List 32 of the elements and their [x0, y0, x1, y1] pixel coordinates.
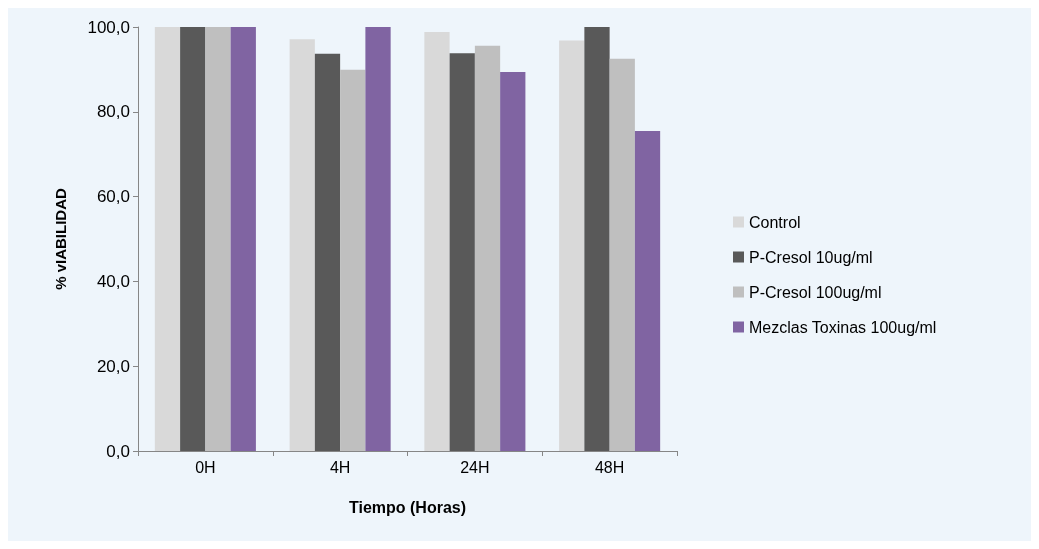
x-tick-label: 0H [195, 458, 216, 476]
y-tick-label: 100,0 [87, 17, 130, 37]
y-tick-label: 20,0 [96, 356, 130, 376]
y-tick-label: 80,0 [96, 102, 130, 122]
y-tick-label: 0,0 [106, 441, 130, 461]
bar [424, 32, 450, 451]
legend-label: Mezclas Toxinas 100ug/ml [749, 318, 937, 336]
bar [154, 27, 181, 451]
legend-label: P-Cresol 10ug/ml [749, 248, 873, 266]
bar [559, 40, 585, 451]
bar [230, 27, 256, 451]
legend-label: P-Cresol 100ug/ml [749, 283, 882, 301]
bar [365, 27, 391, 451]
bar [634, 130, 661, 451]
x-tick-label: 4H [329, 458, 351, 476]
bar [449, 53, 475, 451]
bar [314, 53, 341, 451]
bar [584, 27, 610, 451]
bar [205, 27, 231, 451]
bar [340, 69, 366, 451]
legend-label: Control [749, 213, 801, 231]
x-tick-label: 48H [594, 458, 625, 476]
y-axis-title: % vIABILIDAD [52, 188, 69, 290]
bar [289, 39, 315, 451]
x-axis-title: Tiempo (Horas) [348, 498, 467, 516]
bar [609, 58, 635, 451]
y-tick-label: 60,0 [96, 187, 130, 207]
x-tick-label: 24H [460, 458, 490, 476]
bar [500, 71, 526, 451]
y-tick-label: 40,0 [96, 271, 130, 291]
bar [474, 45, 501, 451]
bar [180, 27, 206, 451]
